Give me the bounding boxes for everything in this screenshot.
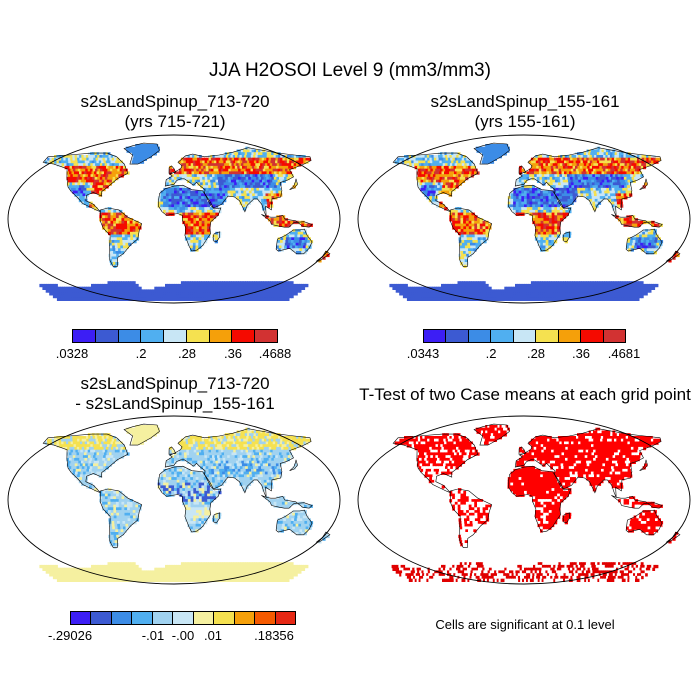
- colorbar-swatch: [536, 330, 559, 342]
- land-cells: [389, 144, 680, 301]
- colorbar-swatch: [73, 330, 96, 342]
- colorbar-panel2: [423, 329, 626, 343]
- colorbar-swatch: [118, 330, 142, 342]
- land-cells: [39, 144, 330, 301]
- cbar1-label-2: .28: [177, 346, 197, 361]
- cbar1-label-0: .0328: [55, 346, 89, 361]
- colorbar-swatch: [186, 330, 210, 342]
- cbar2-label-3: .36: [571, 346, 591, 361]
- cbar2-label-2: .28: [526, 346, 546, 361]
- cbar3-label-4: .18356: [254, 628, 294, 643]
- colorbar-panel3: [70, 611, 296, 625]
- map-border: [7, 134, 341, 304]
- land-cells: [389, 425, 680, 582]
- colorbar-swatch: [95, 330, 119, 342]
- colorbar-swatch: [91, 612, 112, 624]
- colorbar-swatch: [255, 330, 278, 342]
- significance-note: Cells are significant at 0.1 level: [435, 617, 615, 632]
- cbar1-label-3: .36: [223, 346, 243, 361]
- panel3-title-line2: - s2sLandSpinup_155-161: [75, 394, 275, 413]
- colorbar-swatch: [111, 612, 133, 624]
- cbar2-label-0: .0343: [406, 346, 440, 361]
- colorbar-swatch: [164, 330, 187, 342]
- colorbar-swatch: [491, 330, 514, 342]
- colorbar-swatch: [603, 330, 625, 342]
- colorbar-swatch: [255, 612, 276, 624]
- cbar2-label-4: .4681: [607, 346, 641, 361]
- colorbar-swatch: [71, 612, 92, 624]
- map-border: [357, 134, 691, 304]
- colorbar-swatch: [132, 612, 153, 624]
- map-panel4: [357, 415, 691, 585]
- coastlines: [42, 142, 331, 267]
- panel2-title: s2sLandSpinup_155-161 (yrs 155-161): [350, 92, 700, 132]
- colorbar-swatch: [275, 612, 295, 624]
- colorbar-swatch: [581, 330, 604, 342]
- panel2-title-line2: (yrs 155-161): [474, 112, 576, 131]
- cbar3-label-3: .01: [203, 628, 223, 643]
- colorbar-swatch: [446, 330, 469, 342]
- colorbar-swatch: [141, 330, 165, 342]
- colorbar-swatch: [214, 612, 235, 624]
- colorbar-swatch: [193, 612, 215, 624]
- coastlines: [42, 423, 331, 548]
- panel3-title: s2sLandSpinup_713-720 - s2sLandSpinup_15…: [0, 374, 350, 414]
- land-cells: [39, 425, 330, 582]
- coastlines: [392, 423, 681, 548]
- map-panel1: [7, 134, 341, 304]
- map-panel3: [7, 415, 341, 585]
- cbar3-label-0: -.29026: [47, 628, 93, 643]
- cbar1-label-4: .4688: [258, 346, 292, 361]
- colorbar-swatch: [558, 330, 582, 342]
- panel1-title-line1: s2sLandSpinup_713-720: [80, 92, 270, 111]
- colorbar-swatch: [513, 330, 537, 342]
- colorbar-swatch: [209, 330, 233, 342]
- colorbar-swatch: [468, 330, 492, 342]
- panel4-title: T-Test of two Case means at each grid po…: [359, 385, 691, 404]
- map-border: [357, 415, 691, 585]
- cbar2-label-1: .2: [485, 346, 497, 361]
- colorbar-swatch: [173, 612, 194, 624]
- cbar3-label-1: -.01: [141, 628, 165, 643]
- panel1-title: s2sLandSpinup_713-720 (yrs 715-721): [0, 92, 350, 132]
- colorbar-swatch: [234, 612, 256, 624]
- cbar1-label-1: .2: [135, 346, 147, 361]
- coastlines: [392, 142, 681, 267]
- panel2-title-line1: s2sLandSpinup_155-161: [430, 92, 620, 111]
- panel3-title-line1: s2sLandSpinup_713-720: [80, 374, 270, 393]
- colorbar-swatch: [232, 330, 256, 342]
- colorbar-swatch: [152, 612, 174, 624]
- main-title: JJA H2OSOI Level 9 (mm3/mm3): [209, 60, 491, 81]
- colorbar-swatch: [424, 330, 447, 342]
- colorbar-panel1: [72, 329, 278, 343]
- map-panel2: [357, 134, 691, 304]
- panel1-title-line2: (yrs 715-721): [124, 112, 226, 131]
- map-border: [7, 415, 341, 585]
- cbar3-label-2: -.00: [171, 628, 195, 643]
